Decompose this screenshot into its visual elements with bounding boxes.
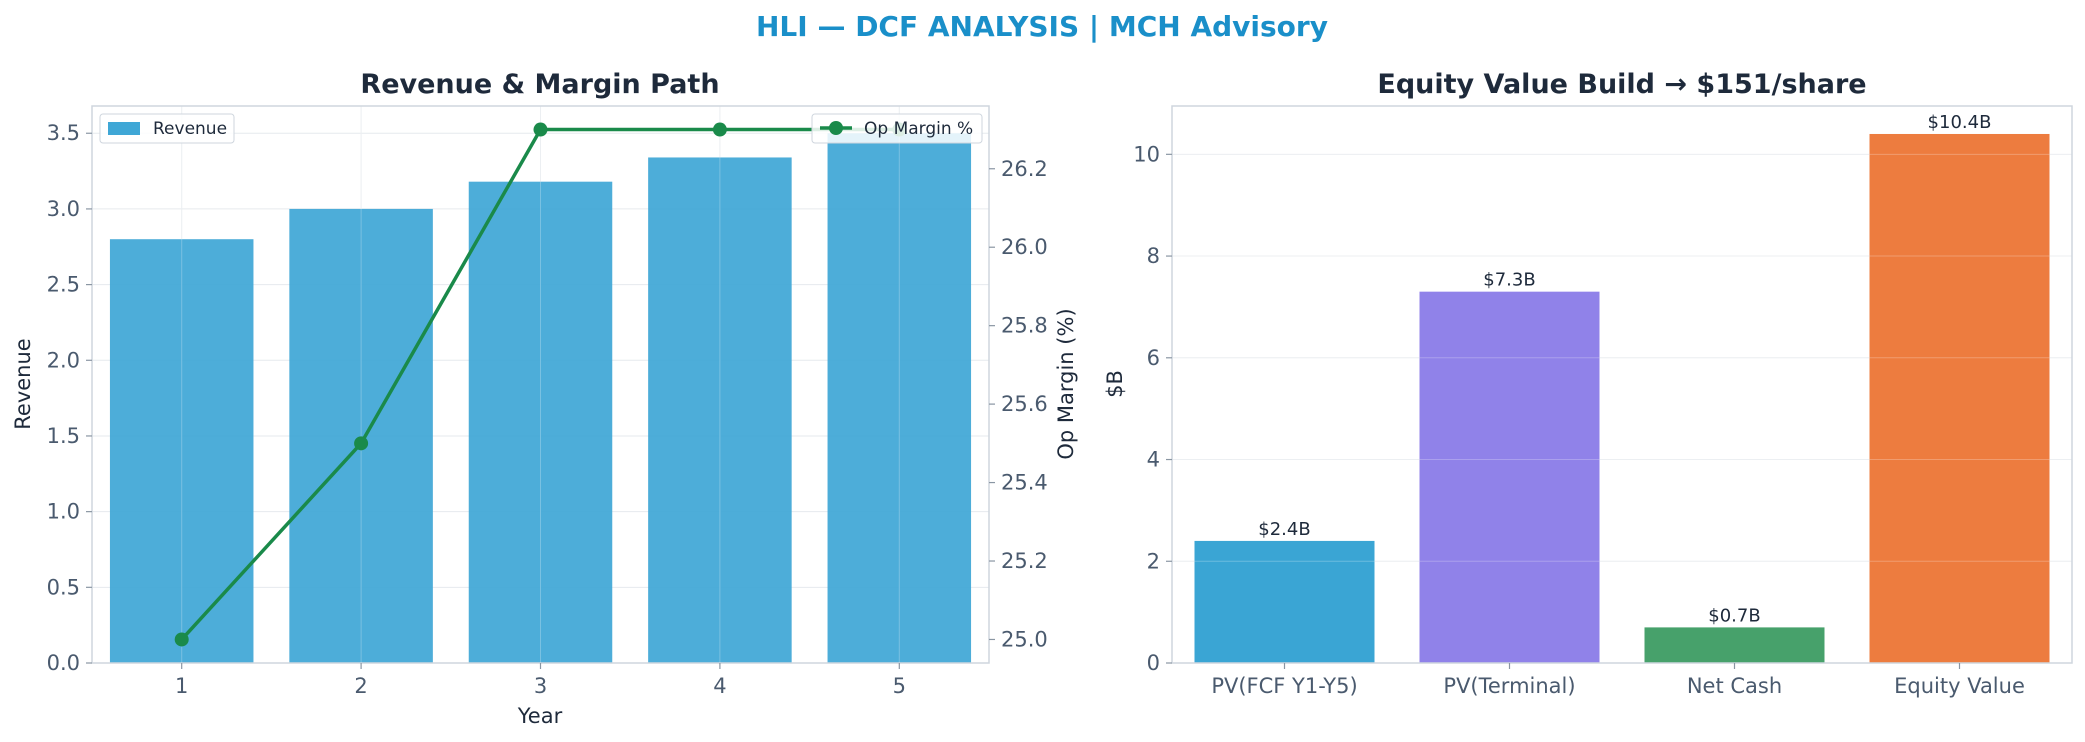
revenue-margin-chart: Revenue & Margin Path Year Revenue Op Ma… [11, 69, 1078, 728]
equity-build-bar-label: $2.4B [1258, 519, 1310, 540]
chart1-legend-revenue: Revenue [99, 113, 235, 144]
revenue-bar [648, 157, 792, 663]
equity-build-bar-label: $7.3B [1483, 270, 1535, 291]
chart1-ytick-label: 2.5 [47, 273, 80, 297]
revenue-bar [827, 133, 972, 663]
chart1-ytick-label: 0.5 [47, 575, 80, 599]
chart1-y2tick-label: 25.0 [1001, 627, 1048, 651]
chart1-xlabel: Year [517, 704, 563, 728]
chart1-ytick-label: 3.5 [47, 121, 80, 145]
chart2-ylabel: $B [1103, 370, 1127, 398]
chart1-y2tick-label: 25.2 [1001, 549, 1048, 573]
revenue-bar [109, 239, 254, 663]
chart1-xtick-label: 2 [354, 674, 367, 698]
chart1-xtick-label: 3 [534, 674, 547, 698]
figure-title: HLI — DCF ANALYSIS | MCH Advisory [756, 10, 1328, 43]
chart2-ytick-label: 2 [1147, 549, 1160, 573]
chart2-ytick-label: 0 [1147, 651, 1160, 675]
chart1-ytick-label: 1.0 [47, 500, 80, 524]
op-margin-point [354, 436, 369, 451]
chart2-ytick-label: 6 [1147, 346, 1160, 370]
chart1-y2tick-label: 25.8 [1001, 314, 1048, 338]
chart1-xtick-label: 1 [175, 674, 188, 698]
chart2-ytick-label: 8 [1147, 244, 1160, 268]
equity-build-bar-label: $0.7B [1708, 605, 1760, 626]
op-margin-point [712, 122, 727, 137]
equity-build-bar-label: $10.4B [1928, 112, 1992, 133]
chart1-xtick-label: 5 [893, 674, 906, 698]
legend-label-revenue: Revenue [153, 119, 227, 139]
chart2-xtick-label: PV(Terminal) [1443, 674, 1575, 698]
equity-build-bar [1869, 133, 2050, 663]
chart1-ylabel: Revenue [11, 338, 35, 429]
chart2-title: Equity Value Build → $151/share [1377, 69, 1866, 100]
op-margin-point [174, 632, 189, 647]
chart1-y2tick-label: 25.6 [1001, 392, 1048, 416]
chart1-title: Revenue & Margin Path [360, 69, 719, 100]
chart2-xtick-label: Net Cash [1687, 674, 1782, 698]
op-margin-point [533, 122, 548, 137]
chart1-ytick-label: 1.5 [47, 424, 80, 448]
chart1-ytick-label: 3.0 [47, 197, 80, 221]
revenue-bar [468, 181, 613, 663]
legend-label-margin: Op Margin % [864, 119, 973, 139]
legend-marker-margin [829, 121, 843, 135]
chart1-y2label: Op Margin (%) [1054, 308, 1078, 459]
chart2-xtick-label: PV(FCF Y1-Y5) [1211, 674, 1357, 698]
equity-build-bar [1194, 540, 1375, 663]
chart2-ytick-label: 4 [1147, 448, 1160, 472]
equity-build-bar [1644, 627, 1825, 663]
revenue-bar [289, 208, 433, 663]
chart2-xtick-label: Equity Value [1894, 674, 2025, 698]
chart1-ytick-label: 0.0 [47, 651, 80, 675]
chart1-legend-margin: Op Margin % [811, 113, 983, 144]
equity-value-chart: Equity Value Build → $151/share $B $2.4B… [1103, 69, 2073, 698]
legend-swatch-revenue [108, 122, 140, 135]
chart1-ytick-label: 2.0 [47, 348, 80, 372]
chart1-y2tick-label: 25.4 [1001, 471, 1048, 495]
chart2-frame [1171, 105, 2073, 664]
chart2-ytick-label: 10 [1133, 142, 1160, 166]
chart1-y2tick-label: 26.2 [1001, 157, 1048, 181]
chart1-y2tick-label: 26.0 [1001, 235, 1048, 259]
equity-build-bar [1419, 291, 1600, 663]
chart1-xtick-label: 4 [713, 674, 726, 698]
